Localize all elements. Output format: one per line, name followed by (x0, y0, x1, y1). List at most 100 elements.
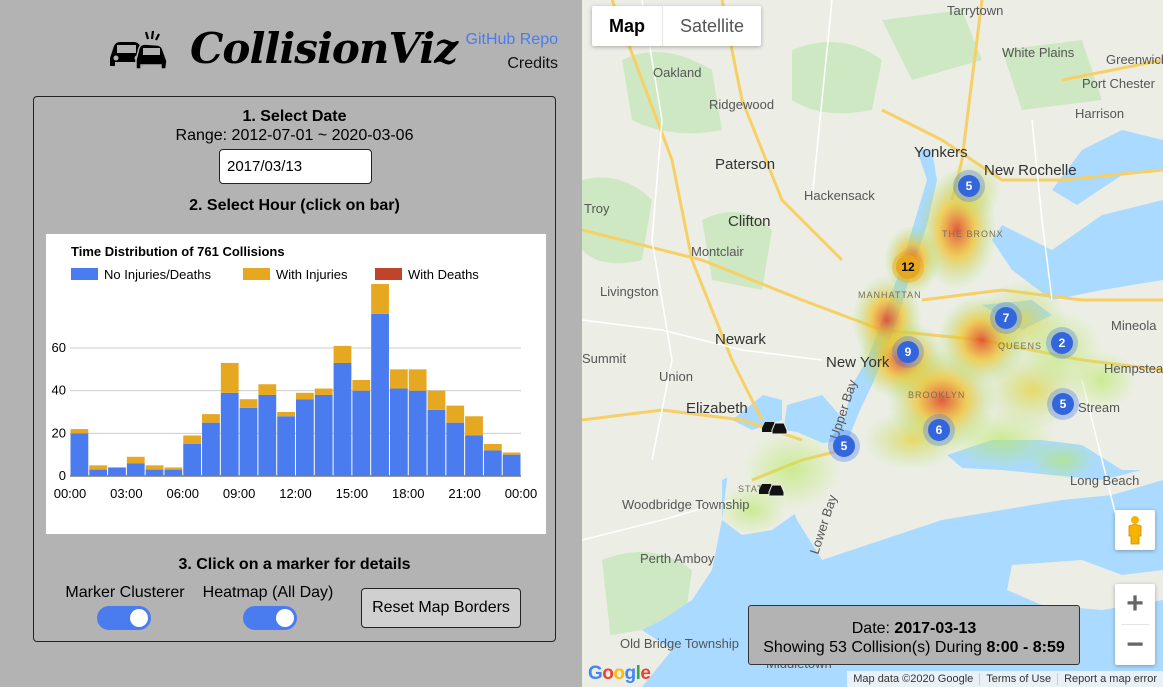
marker-clusterer-toggle[interactable] (97, 606, 151, 630)
hour-bar[interactable] (183, 444, 202, 476)
hour-bar[interactable] (502, 454, 521, 476)
hour-bar[interactable] (202, 414, 220, 423)
hour-bar[interactable] (408, 369, 427, 391)
hour-bar[interactable] (483, 450, 502, 476)
toggle-knob (276, 609, 294, 627)
terms-of-use-link[interactable]: Terms of Use (979, 673, 1057, 685)
date-range-text: Range: 2012-07-01 ~ 2020-03-06 (175, 127, 414, 144)
svg-text:12: 12 (901, 260, 915, 274)
place-label: MANHATTAN (858, 290, 922, 300)
hour-bar[interactable] (183, 435, 202, 444)
zoom-out-button[interactable]: − (1126, 628, 1144, 661)
hour-bar[interactable] (314, 394, 333, 476)
map-footer: Map data ©2020 Google Terms of Use Repor… (847, 671, 1163, 687)
cluster-marker[interactable]: 7 (990, 302, 1022, 334)
map[interactable]: Tarrytown White Plains Greenwich Oakland… (582, 0, 1163, 687)
cluster-marker[interactable]: 5 (1047, 388, 1079, 420)
cluster-marker[interactable]: 5 (953, 170, 985, 202)
hour-bar[interactable] (314, 388, 333, 395)
hour-bar[interactable] (145, 469, 164, 476)
hour-chart: Time Distribution of 761 Collisions No I… (46, 234, 546, 534)
hour-bar[interactable] (483, 444, 502, 451)
hour-bar[interactable] (446, 405, 465, 423)
legend-swatch (243, 268, 270, 280)
hour-bar[interactable] (465, 435, 483, 476)
reset-map-borders-button[interactable]: Reset Map Borders (361, 588, 521, 628)
map-canvas[interactable]: Tarrytown White Plains Greenwich Oakland… (582, 0, 1163, 687)
collision-marker-icon[interactable] (762, 422, 788, 435)
hour-bar[interactable] (126, 463, 145, 476)
heatmap-label: Heatmap (All Day) (202, 584, 334, 601)
chart-gridlines: 0 20 40 60 (52, 340, 521, 483)
hour-bar[interactable] (427, 390, 446, 410)
cluster-marker[interactable]: 6 (923, 414, 955, 446)
cluster-marker[interactable]: 5 (828, 430, 860, 462)
hour-bar[interactable] (108, 467, 126, 476)
hour-bar[interactable] (220, 362, 239, 393)
hour-bar[interactable] (296, 392, 314, 400)
hour-bar[interactable] (89, 469, 108, 476)
hour-bar[interactable] (333, 345, 352, 363)
x-tick-label: 03:00 (110, 486, 143, 501)
hour-bar[interactable] (371, 284, 389, 314)
hour-bar[interactable] (352, 380, 371, 391)
hour-bar[interactable] (89, 465, 108, 470)
hour-bar[interactable] (70, 433, 89, 476)
hour-bar[interactable] (258, 394, 277, 476)
credits-link[interactable]: Credits (507, 55, 558, 72)
hour-bar[interactable] (145, 465, 164, 470)
marker-clusters[interactable]: 5 12 7 2 9 5 6 5 (828, 170, 1079, 462)
hour-bar[interactable] (296, 399, 314, 476)
hour-bar[interactable] (389, 369, 408, 389)
hour-bar[interactable] (164, 467, 183, 470)
svg-text:9: 9 (905, 345, 912, 359)
hour-bar[interactable] (352, 390, 371, 476)
place-label: Woodbridge Township (622, 497, 749, 512)
hour-bar[interactable] (277, 412, 295, 417)
date-input[interactable]: 2017/03/13 (219, 149, 372, 184)
map-type-satellite-button[interactable]: Satellite (662, 6, 761, 46)
heatmap-toggle[interactable] (243, 606, 297, 630)
hour-bar[interactable] (70, 429, 89, 434)
hour-bar[interactable] (371, 313, 389, 476)
hour-bar[interactable] (427, 409, 446, 476)
collision-marker-icon[interactable] (759, 484, 785, 497)
y-tick-label: 60 (52, 340, 66, 355)
place-label: Union (659, 369, 693, 384)
hour-bar[interactable] (465, 416, 483, 436)
svg-text:2: 2 (1059, 336, 1066, 350)
place-label: Clifton (728, 213, 771, 230)
cluster-marker[interactable]: 12 (892, 251, 924, 283)
x-tick-label: 09:00 (223, 486, 256, 501)
hour-bar[interactable] (258, 384, 277, 395)
hour-bar[interactable] (277, 416, 295, 476)
date-input-value: 2017/03/13 (227, 158, 303, 175)
hour-bar[interactable] (239, 407, 258, 476)
x-tick-label: 00:00 (505, 486, 538, 501)
hour-bar[interactable] (202, 422, 220, 476)
hour-bar[interactable] (239, 399, 258, 408)
place-label: Elizabeth (686, 400, 748, 417)
hour-chart-svg: Time Distribution of 761 Collisions No I… (52, 244, 538, 501)
hour-bar[interactable] (389, 388, 408, 476)
report-map-error-link[interactable]: Report a map error (1057, 673, 1163, 685)
hour-bar[interactable] (126, 456, 145, 464)
place-label: Perth Amboy (640, 551, 715, 566)
hour-bar[interactable] (220, 392, 239, 476)
legend-label: With Deaths (408, 267, 479, 282)
cluster-marker[interactable]: 9 (892, 336, 924, 368)
zoom-in-button[interactable]: + (1126, 587, 1144, 620)
hour-bar[interactable] (446, 422, 465, 476)
pegman-icon (1128, 516, 1142, 545)
map-type-map-button[interactable]: Map (609, 16, 645, 36)
hour-bar[interactable] (408, 390, 427, 476)
github-repo-link[interactable]: GitHub Repo (465, 31, 559, 48)
street-view-pegman-button[interactable] (1115, 510, 1155, 550)
place-label: Livingston (600, 284, 659, 299)
hour-bar[interactable] (502, 452, 521, 455)
cluster-marker[interactable]: 2 (1046, 327, 1078, 359)
hour-bar[interactable] (333, 362, 352, 476)
google-logo: Google (588, 663, 651, 684)
hour-bar[interactable] (164, 469, 183, 476)
chart-title: Time Distribution of 761 Collisions (71, 244, 285, 259)
